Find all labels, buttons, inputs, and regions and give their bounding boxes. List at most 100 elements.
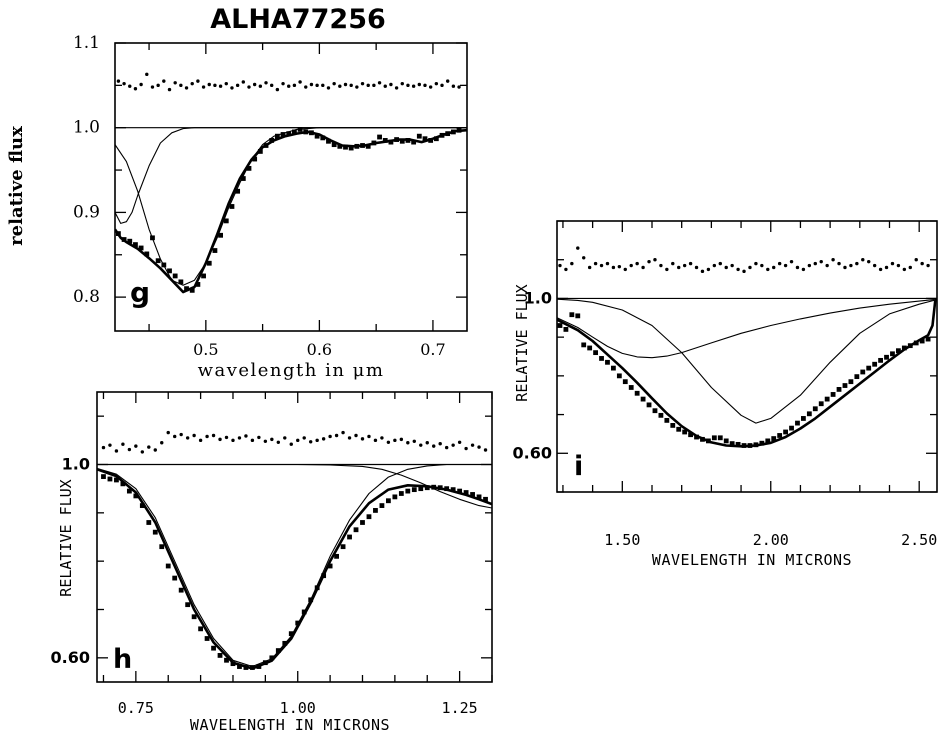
data-point-measured	[139, 503, 145, 508]
data-point-residuals	[328, 434, 332, 439]
data-point-residuals	[611, 265, 616, 270]
x-tick-label: 2.50	[901, 531, 937, 549]
data-point-measured	[385, 498, 391, 504]
data-point-residuals	[653, 258, 657, 262]
data-point-residuals	[250, 438, 255, 443]
data-point-measured	[155, 258, 161, 264]
data-point-measured	[240, 176, 246, 181]
data-point-residuals	[304, 85, 308, 89]
data-point-measured	[913, 340, 919, 346]
data-point-measured	[101, 474, 106, 479]
data-point-measured	[457, 488, 463, 494]
data-point-measured	[445, 131, 451, 137]
data-point-measured	[872, 361, 878, 367]
x-axis-label: WAVELENGTH IN MICRONS	[190, 716, 390, 734]
data-point-residuals	[289, 442, 293, 446]
data-point-residuals	[218, 437, 222, 442]
data-point-measured	[360, 520, 365, 525]
data-point-measured	[416, 133, 422, 139]
data-point-residuals	[724, 265, 728, 270]
series-line-band-2	[557, 298, 935, 424]
data-point-residuals	[179, 83, 183, 88]
data-point-residuals	[296, 438, 300, 443]
y-tick-label: 1.0	[62, 455, 90, 474]
data-point-measured	[444, 486, 450, 492]
data-point-residuals	[269, 83, 274, 88]
data-point-measured	[165, 563, 171, 569]
data-point-measured	[605, 359, 610, 365]
data-point-residuals	[400, 81, 404, 86]
data-point-residuals	[121, 442, 125, 446]
data-point-measured	[204, 636, 210, 641]
data-point-residuals	[419, 443, 423, 447]
data-point-measured	[777, 433, 783, 438]
data-point-measured	[729, 441, 735, 447]
data-point-residuals	[884, 265, 889, 270]
data-point-residuals	[354, 433, 358, 438]
data-point-measured	[337, 143, 343, 149]
data-point-measured	[801, 416, 806, 421]
data-point-residuals	[457, 85, 461, 89]
data-point-residuals	[383, 84, 387, 88]
y-tick-label: 1.0	[524, 288, 552, 307]
data-point-measured	[830, 392, 836, 397]
data-point-measured	[217, 653, 223, 658]
data-point-measured	[159, 544, 165, 550]
data-point-residuals	[440, 83, 444, 88]
x-tick-label: 1.50	[604, 531, 640, 549]
data-point-measured	[424, 485, 430, 491]
data-point-measured	[269, 138, 275, 143]
data-point-residuals	[766, 267, 770, 272]
data-point-measured	[658, 412, 664, 418]
data-point-measured	[599, 356, 604, 361]
data-point-measured	[297, 127, 303, 132]
data-point-residuals	[406, 83, 410, 88]
x-tick-label: 0.7	[420, 340, 445, 359]
data-point-measured	[611, 365, 616, 371]
data-point-measured	[418, 486, 424, 492]
data-point-measured	[878, 357, 883, 363]
data-point-measured	[382, 138, 388, 143]
data-point-measured	[392, 494, 398, 500]
data-point-measured	[133, 493, 139, 499]
data-point-measured	[191, 614, 197, 620]
data-point-measured	[274, 133, 280, 139]
data-point-residuals	[241, 80, 246, 84]
data-point-measured	[354, 143, 360, 149]
data-point-measured	[286, 131, 292, 137]
data-point-residuals	[173, 81, 177, 85]
data-point-measured	[717, 435, 723, 441]
data-point-measured	[243, 665, 249, 670]
data-point-residuals	[783, 263, 788, 268]
data-point-residuals	[617, 264, 622, 269]
data-point-measured	[593, 350, 598, 356]
data-point-residuals	[837, 261, 841, 266]
data-point-measured	[688, 432, 693, 438]
data-point-residuals	[629, 263, 633, 268]
data-point-residuals	[162, 79, 166, 83]
data-point-measured	[795, 420, 800, 426]
data-point-residuals	[275, 87, 280, 92]
data-point-residuals	[425, 441, 429, 445]
data-point-measured	[331, 142, 337, 148]
data-point-residuals	[635, 261, 639, 266]
data-point-measured	[206, 260, 212, 266]
y-axis-label: RELATIVE FLUX	[513, 284, 531, 401]
data-point-measured	[836, 387, 842, 392]
data-point-measured	[439, 132, 445, 138]
data-point-residuals	[843, 265, 847, 270]
data-point-residuals	[150, 85, 155, 89]
data-point-measured	[252, 156, 258, 162]
data-point-residuals	[160, 441, 164, 445]
data-point-measured	[860, 369, 866, 375]
data-point-residuals	[315, 438, 319, 443]
data-point-measured	[575, 313, 581, 319]
data-point-residuals	[412, 439, 416, 443]
data-point-measured	[896, 348, 901, 354]
data-point-residuals	[641, 265, 645, 270]
data-point-measured	[700, 436, 705, 442]
data-point-residuals	[334, 433, 339, 438]
series-line-band-1	[557, 299, 935, 359]
data-point-residuals	[211, 433, 216, 438]
